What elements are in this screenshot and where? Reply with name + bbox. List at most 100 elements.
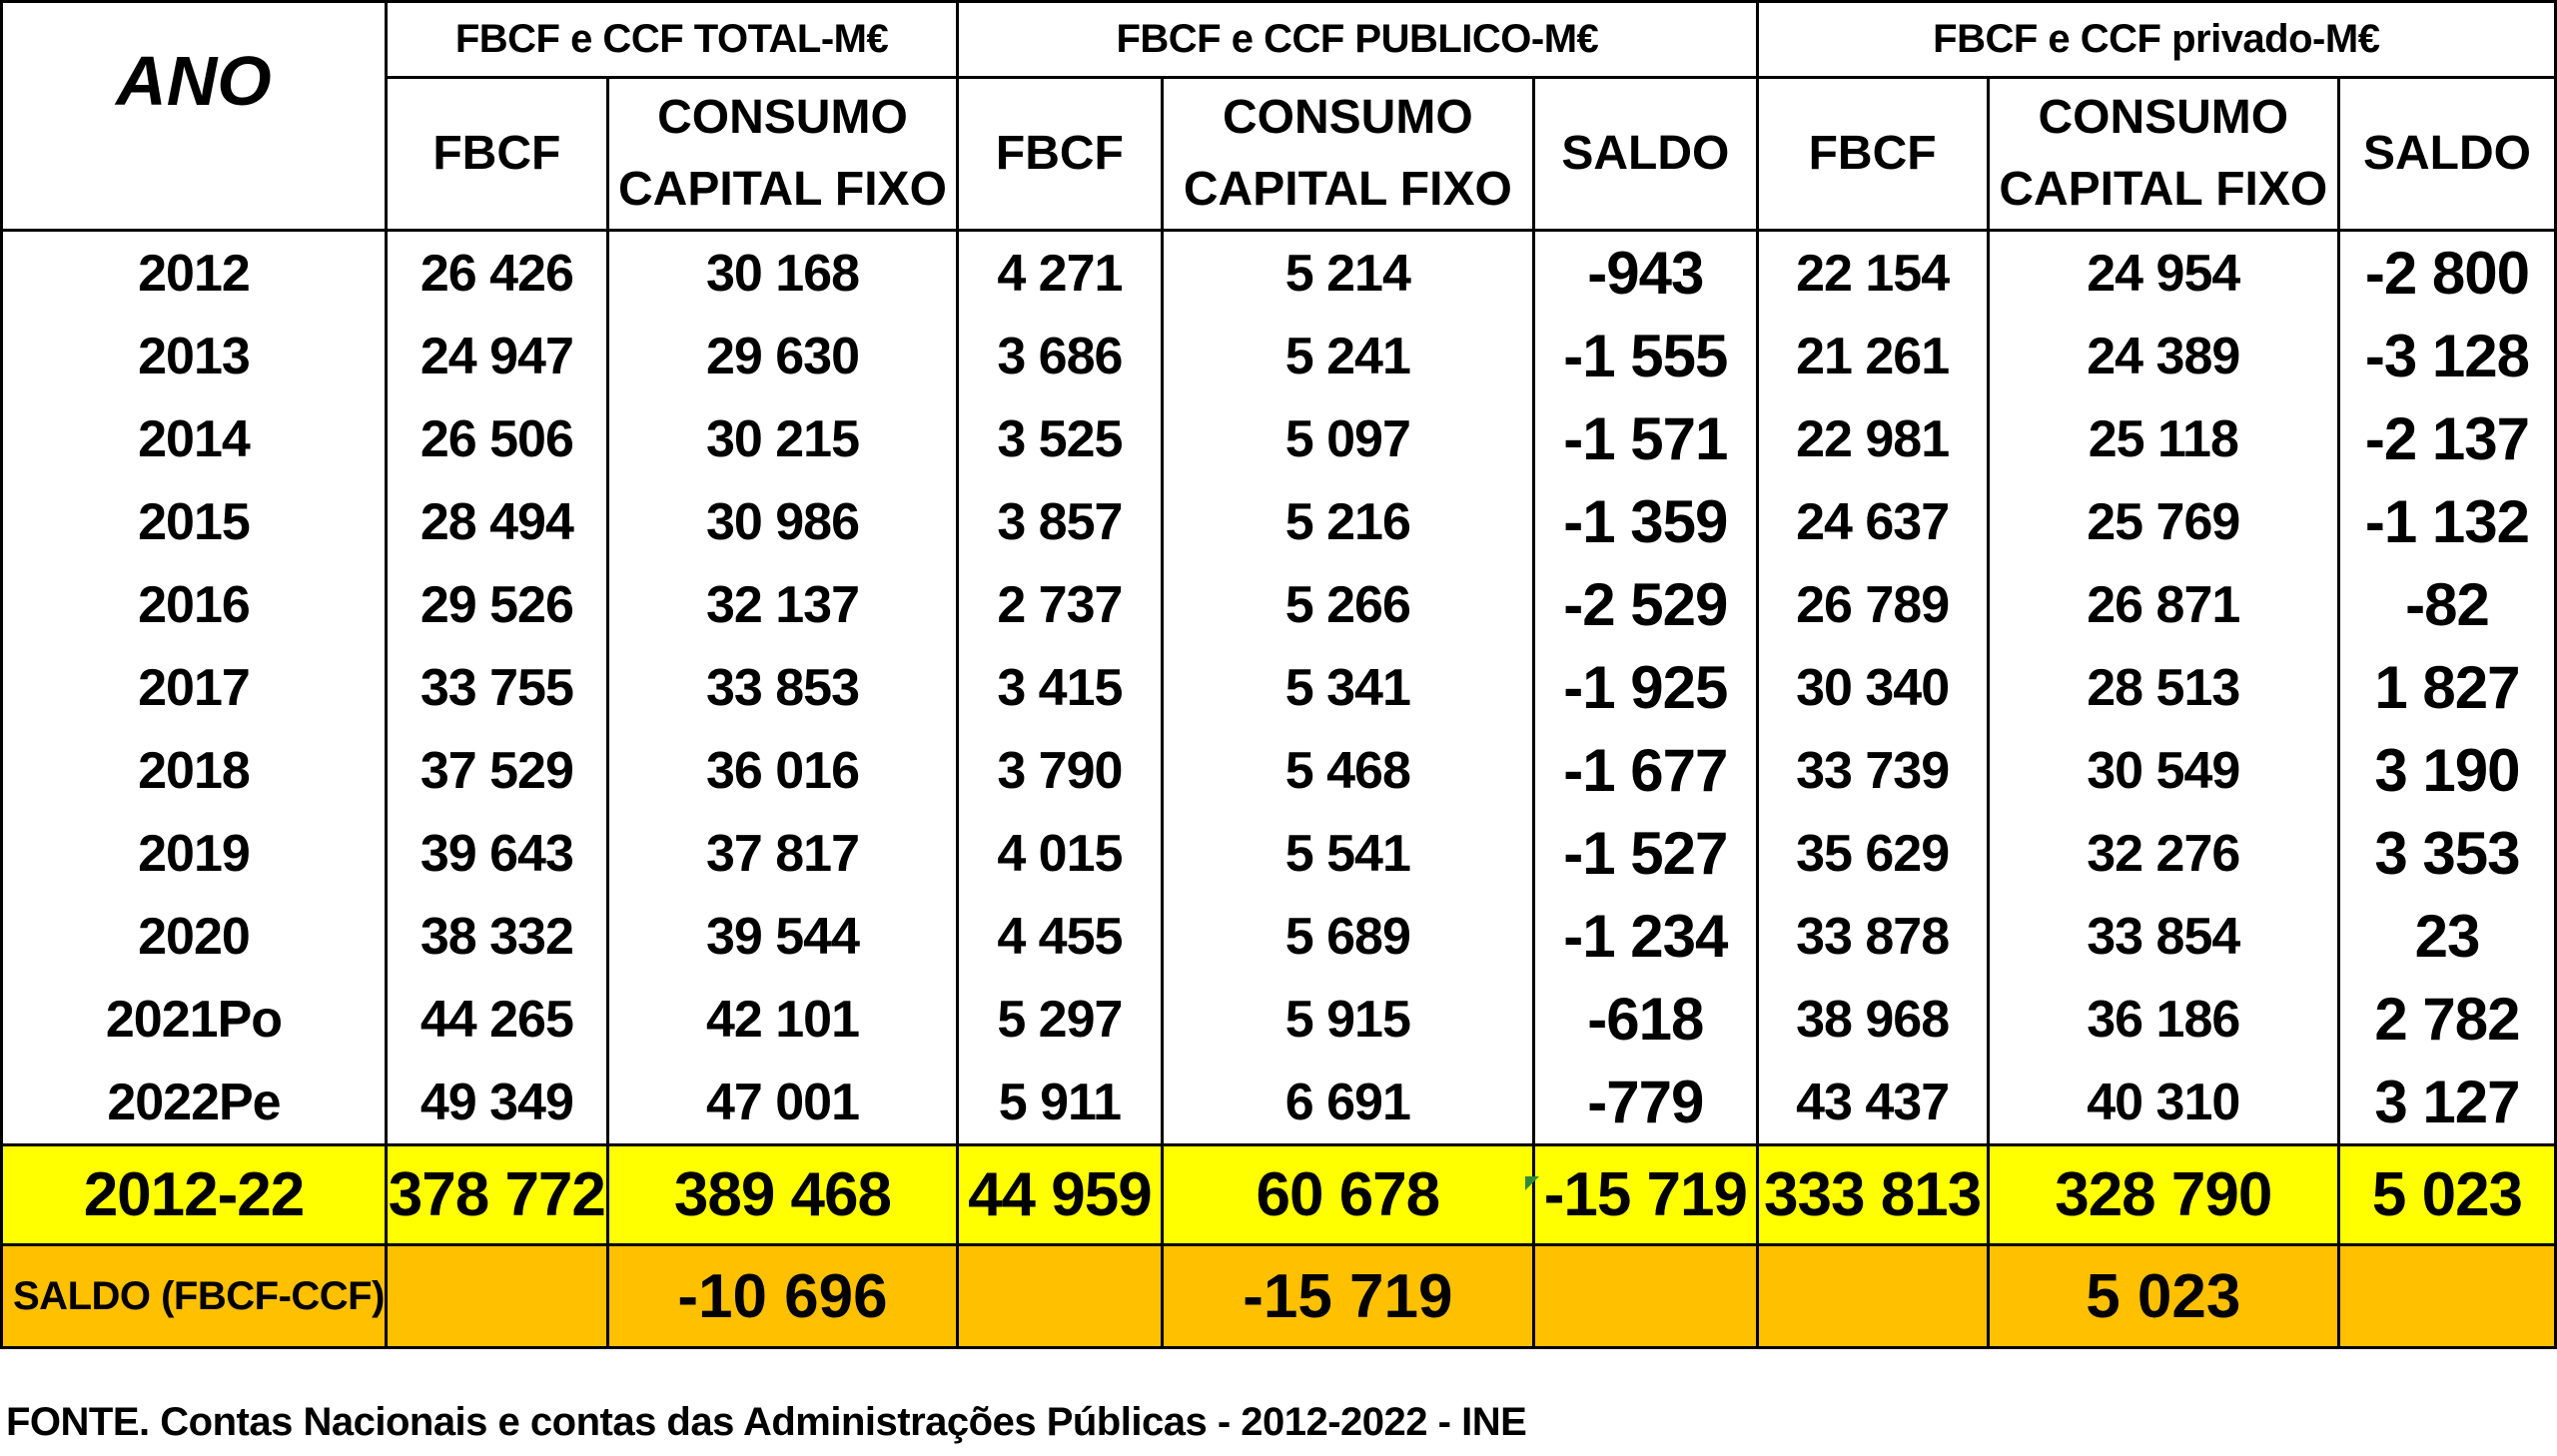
total-row: 2012-22 378 772 389 468 44 959 60 678 -1…	[0, 1143, 2557, 1246]
saldo-publico: -15 719	[1160, 1243, 1536, 1349]
table-row: 2021Po 44 265 42 101 5 297 5 915 -618 38 968 36…	[0, 978, 2557, 1061]
total-t-ccf: 389 468	[605, 1143, 960, 1246]
cell-p-ccf: 5 689	[1160, 895, 1536, 978]
cell-p-ccf: 5 468	[1160, 729, 1536, 812]
cell-v-saldo: 23	[2336, 895, 2557, 978]
cell-t-fbcf: 49 349	[384, 1061, 609, 1145]
total-ano: 2012-22	[0, 1143, 388, 1246]
cell-v-saldo: 1 827	[2336, 646, 2557, 729]
cell-p-fbcf: 2 737	[956, 563, 1164, 646]
cell-t-ccf: 33 853	[605, 646, 960, 729]
cell-p-fbcf: 4 015	[956, 812, 1164, 895]
cell-v-ccf: 26 871	[1986, 563, 2340, 646]
cell-v-fbcf: 21 261	[1755, 315, 1990, 397]
cell-t-fbcf: 26 426	[384, 230, 609, 315]
cell-v-fbcf: 35 629	[1755, 812, 1990, 895]
cell-p-fbcf: 3 857	[956, 480, 1164, 563]
cell-ano: 2020	[0, 895, 388, 978]
cell-ano: 2016	[0, 563, 388, 646]
header-total-fbcf: FBCF	[384, 76, 609, 232]
table-row: 2017 33 755 33 853 3 415 5 341 -1 925 30 340 28…	[0, 646, 2557, 729]
cell-v-fbcf: 30 340	[1755, 646, 1990, 729]
consumo-line1: CONSUMO	[2038, 91, 2289, 144]
cell-p-fbcf: 4 271	[956, 230, 1164, 315]
cell-t-fbcf: 29 526	[384, 563, 609, 646]
cell-v-fbcf: 24 637	[1755, 480, 1990, 563]
cell-p-fbcf: 3 686	[956, 315, 1164, 397]
saldo-label: SALDO (FBCF-CCF)	[0, 1243, 388, 1349]
cell-v-fbcf: 43 437	[1755, 1061, 1990, 1145]
cell-v-ccf: 40 310	[1986, 1061, 2340, 1145]
cell-v-ccf: 33 854	[1986, 895, 2340, 978]
cell-v-saldo: 3 353	[2336, 812, 2557, 895]
cell-t-fbcf: 44 265	[384, 978, 609, 1061]
cell-p-fbcf: 4 455	[956, 895, 1164, 978]
cell-p-ccf: 5 216	[1160, 480, 1536, 563]
cell-v-saldo: 3 127	[2336, 1061, 2557, 1145]
table-row: 2013 24 947 29 630 3 686 5 241 -1 555 21 261 24…	[0, 315, 2557, 397]
total-v-fbcf: 333 813	[1755, 1143, 1990, 1246]
saldo-empty	[1532, 1243, 1759, 1349]
cell-p-ccf: 5 915	[1160, 978, 1536, 1061]
cell-ano: 2018	[0, 729, 388, 812]
cell-v-saldo: -2 137	[2336, 397, 2557, 480]
cell-ano: 2012	[0, 230, 388, 315]
source-note: FONTE. Contas Nacionais e contas das Adm…	[6, 1400, 1527, 1444]
cell-t-ccf: 36 016	[605, 729, 960, 812]
cell-p-saldo: -1 527	[1532, 812, 1759, 895]
cell-t-fbcf: 33 755	[384, 646, 609, 729]
cell-comment-marker	[1525, 1176, 1539, 1190]
cell-t-fbcf: 28 494	[384, 480, 609, 563]
cell-p-saldo: -1 234	[1532, 895, 1759, 978]
cell-p-ccf: 5 341	[1160, 646, 1536, 729]
consumo-line2: CAPITAL FIXO	[1183, 163, 1512, 216]
table-row: 2019 39 643 37 817 4 015 5 541 -1 527 35 629 32…	[0, 812, 2557, 895]
cell-v-saldo: 3 190	[2336, 729, 2557, 812]
cell-v-ccf: 36 186	[1986, 978, 2340, 1061]
cell-p-ccf: 5 541	[1160, 812, 1536, 895]
total-v-saldo: 5 023	[2336, 1143, 2557, 1246]
saldo-empty	[1755, 1243, 1990, 1349]
table-row: 2020 38 332 39 544 4 455 5 689 -1 234 33 878 33…	[0, 895, 2557, 978]
total-p-saldo: -15 719	[1532, 1143, 1759, 1246]
saldo-row: SALDO (FBCF-CCF) -10 696 -15 719 5 023	[0, 1243, 2557, 1349]
cell-p-saldo: -1 677	[1532, 729, 1759, 812]
total-p-fbcf: 44 959	[956, 1143, 1164, 1246]
cell-v-ccf: 28 513	[1986, 646, 2340, 729]
saldo-total: -10 696	[605, 1243, 960, 1349]
cell-v-fbcf: 26 789	[1755, 563, 1990, 646]
table-row: 2016 29 526 32 137 2 737 5 266 -2 529 26 789 26…	[0, 563, 2557, 646]
cell-t-ccf: 39 544	[605, 895, 960, 978]
header-group-publico: FBCF e CCF PUBLICO-M€	[956, 0, 1759, 79]
cell-t-fbcf: 26 506	[384, 397, 609, 480]
cell-p-saldo: -943	[1532, 230, 1759, 315]
cell-v-fbcf: 22 154	[1755, 230, 1990, 315]
cell-v-ccf: 25 769	[1986, 480, 2340, 563]
header-publico-consumo: CONSUMO CAPITAL FIXO	[1160, 76, 1536, 232]
cell-v-ccf: 25 118	[1986, 397, 2340, 480]
cell-ano: 2017	[0, 646, 388, 729]
cell-p-saldo: -1 925	[1532, 646, 1759, 729]
header-publico-fbcf: FBCF	[956, 76, 1164, 232]
header-group-privado: FBCF e CCF privado-M€	[1755, 0, 2557, 79]
table-body: 2012 26 426 30 168 4 271 5 214 -943 22 154 24 9…	[0, 230, 2557, 1145]
header-ano: ANO	[0, 0, 388, 232]
table-row: 2015 28 494 30 986 3 857 5 216 -1 359 24 637 25…	[0, 480, 2557, 563]
cell-p-saldo: -618	[1532, 978, 1759, 1061]
cell-v-saldo: -3 128	[2336, 315, 2557, 397]
header-total-consumo: CONSUMO CAPITAL FIXO	[605, 76, 960, 232]
cell-p-ccf: 5 266	[1160, 563, 1536, 646]
cell-p-saldo: -1 555	[1532, 315, 1759, 397]
table-row: 2022Pe 49 349 47 001 5 911 6 691 -779 43 437 40…	[0, 1061, 2557, 1145]
cell-v-saldo: 2 782	[2336, 978, 2557, 1061]
cell-p-ccf: 5 214	[1160, 230, 1536, 315]
table-row: 2018 37 529 36 016 3 790 5 468 -1 677 33 739 30…	[0, 729, 2557, 812]
cell-p-fbcf: 5 297	[956, 978, 1164, 1061]
cell-t-ccf: 37 817	[605, 812, 960, 895]
cell-t-ccf: 47 001	[605, 1061, 960, 1145]
consumo-line1: CONSUMO	[1223, 91, 1473, 144]
saldo-empty	[2336, 1243, 2557, 1349]
header-privado-saldo: SALDO	[2336, 76, 2557, 232]
total-t-fbcf: 378 772	[384, 1143, 609, 1246]
cell-t-ccf: 30 215	[605, 397, 960, 480]
